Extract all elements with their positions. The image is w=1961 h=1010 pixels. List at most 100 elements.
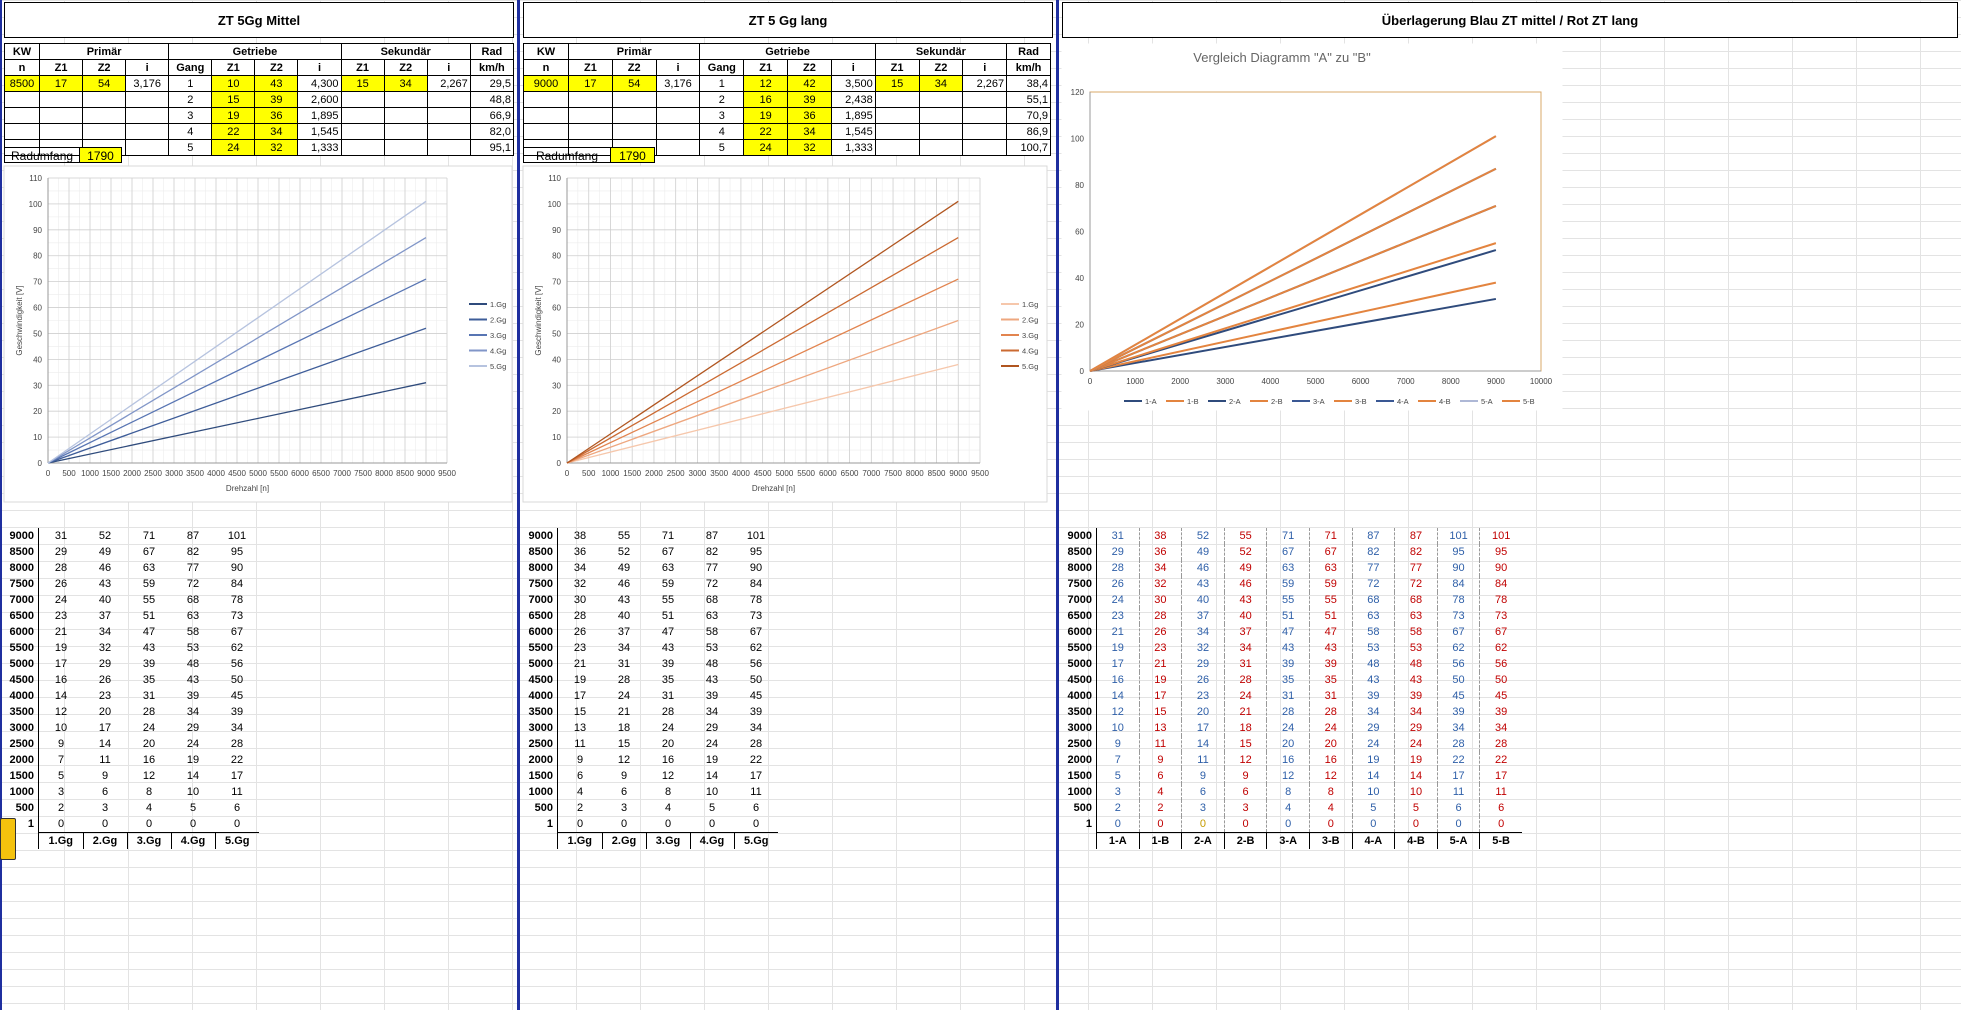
speed-cell[interactable]: 9 <box>1181 768 1225 784</box>
header-z2[interactable]: Z2 <box>82 59 127 76</box>
speed-cell[interactable]: 46 <box>1181 560 1225 576</box>
series-line-5-B[interactable] <box>1089 135 1497 372</box>
speed-cell[interactable]: 24 <box>1266 720 1310 736</box>
speed-cell[interactable]: 63 <box>661 562 675 574</box>
speed-cell[interactable]: 43 <box>1394 672 1438 688</box>
speed-cell[interactable]: 68 <box>1351 592 1395 608</box>
series-line-3-B[interactable] <box>1089 204 1497 372</box>
speed-cell[interactable]: 34 <box>1436 720 1480 736</box>
speed-cell[interactable]: 51 <box>142 610 156 622</box>
header-kmh[interactable]: km/h <box>469 59 515 76</box>
speed-cell[interactable]: 11 <box>1138 736 1182 752</box>
column-label[interactable]: 4.Gg <box>170 832 215 849</box>
speed-cell[interactable]: 8 <box>1308 784 1353 800</box>
speed-cell[interactable]: 14 <box>1394 768 1438 784</box>
empty-cell[interactable] <box>523 123 569 140</box>
empty-cell[interactable] <box>82 123 127 140</box>
speed-cell[interactable]: 12 <box>142 770 156 782</box>
speed-cell[interactable]: 28 <box>661 706 675 718</box>
speed-cell[interactable]: 9 <box>576 754 584 766</box>
header-gang[interactable]: Gang <box>168 59 213 76</box>
gear-z1[interactable]: 16 <box>743 91 789 108</box>
speed-cell[interactable]: 12 <box>1266 768 1310 784</box>
speed-cell[interactable]: 72 <box>1351 576 1395 592</box>
speed-cell[interactable]: 5 <box>189 802 197 814</box>
header-z1[interactable]: Z1 <box>211 59 256 76</box>
primary-z2[interactable]: 54 <box>82 75 127 92</box>
rpm-label[interactable]: 4000 <box>1062 688 1097 704</box>
rpm-label[interactable]: 1 <box>1062 816 1097 833</box>
gear-ratio[interactable]: 1,545 <box>830 123 876 140</box>
speed-cell[interactable]: 0 <box>1114 818 1121 830</box>
secondary-z2[interactable]: 34 <box>918 75 964 92</box>
speed-cell[interactable]: 63 <box>1308 560 1353 576</box>
speed-cell[interactable]: 84 <box>230 578 244 590</box>
empty-cell[interactable] <box>426 139 471 156</box>
speed-cell[interactable]: 84 <box>749 578 763 590</box>
column-label[interactable]: 2-A <box>1181 832 1225 849</box>
header-i[interactable]: i <box>830 59 876 76</box>
gear-z1[interactable]: 10 <box>211 75 256 92</box>
column-label[interactable]: 5.Gg <box>214 832 259 849</box>
gear-ratio[interactable]: 2,600 <box>297 91 342 108</box>
rpm-label[interactable]: 9000 <box>4 528 39 544</box>
speed-cell[interactable]: 77 <box>705 562 719 574</box>
speed-cell[interactable]: 55 <box>142 594 156 606</box>
primary-z1[interactable]: 17 <box>568 75 613 92</box>
secondary-z1[interactable]: 15 <box>874 75 920 92</box>
speed-cell[interactable]: 24 <box>1223 688 1267 704</box>
speed-cell[interactable]: 28 <box>54 562 68 574</box>
rpm-label[interactable]: 7500 <box>1062 576 1097 592</box>
speed-cell[interactable]: 5 <box>1394 800 1438 816</box>
speed-cell[interactable]: 3 <box>1181 800 1225 816</box>
speed-cell[interactable]: 62 <box>1436 640 1480 656</box>
rpm-label[interactable]: 6500 <box>1062 608 1097 624</box>
gear-z2[interactable]: 36 <box>254 107 299 124</box>
speed-cell[interactable]: 19 <box>573 674 587 686</box>
speed-cell[interactable]: 78 <box>1479 592 1522 608</box>
header-z2[interactable]: Z2 <box>918 59 964 76</box>
empty-cell[interactable] <box>38 91 84 108</box>
speed-cell[interactable]: 36 <box>1138 544 1182 560</box>
speed-cell[interactable]: 17 <box>1111 658 1124 670</box>
empty-cell[interactable] <box>4 107 40 124</box>
speed-cell[interactable]: 16 <box>142 754 156 766</box>
empty-cell[interactable] <box>340 107 385 124</box>
speed-cell[interactable]: 63 <box>1266 560 1310 576</box>
speed-cell[interactable]: 52 <box>1223 544 1267 560</box>
speed-cell[interactable]: 6 <box>752 802 760 814</box>
rpm-label[interactable]: 5000 <box>4 656 39 672</box>
speed-cell[interactable]: 35 <box>661 674 675 686</box>
speed-cell[interactable]: 47 <box>1266 624 1310 640</box>
gear-kmh[interactable]: 95,1 <box>469 139 515 156</box>
speed-cell[interactable]: 20 <box>661 738 675 750</box>
gear-ratio[interactable]: 1,333 <box>830 139 876 156</box>
speed-cell[interactable]: 10 <box>54 722 68 734</box>
column-label[interactable]: 5.Gg <box>733 832 778 849</box>
speed-cell[interactable]: 50 <box>1436 672 1480 688</box>
speed-cell[interactable]: 63 <box>142 562 156 574</box>
speed-cell[interactable]: 14 <box>1181 736 1225 752</box>
speed-cell[interactable]: 23 <box>1138 640 1182 656</box>
rpm-label[interactable]: 2500 <box>4 736 39 752</box>
speed-cell[interactable]: 55 <box>1223 528 1267 544</box>
speed-cell[interactable]: 4 <box>145 802 153 814</box>
speed-cell[interactable]: 68 <box>1394 592 1438 608</box>
gear-number[interactable]: 3 <box>699 107 745 124</box>
column-label[interactable]: 4-B <box>1394 832 1438 849</box>
empty-cell[interactable] <box>568 91 613 108</box>
speed-cell[interactable]: 90 <box>749 562 763 574</box>
speed-cell[interactable]: 32 <box>1138 576 1182 592</box>
empty-cell[interactable] <box>962 107 1008 124</box>
empty-cell[interactable] <box>38 123 84 140</box>
speed-cell[interactable]: 7 <box>57 754 65 766</box>
gear-z2[interactable]: 36 <box>787 107 832 124</box>
speed-cell[interactable]: 43 <box>1308 640 1353 656</box>
speed-cell[interactable]: 58 <box>186 626 200 638</box>
primary-z2[interactable]: 54 <box>611 75 657 92</box>
speed-cell[interactable]: 17 <box>98 722 112 734</box>
rpm-label[interactable]: 1 <box>523 816 558 833</box>
empty-cell[interactable] <box>340 91 385 108</box>
speed-cell[interactable]: 4 <box>576 786 584 798</box>
series-line-2-B[interactable] <box>1089 242 1497 372</box>
